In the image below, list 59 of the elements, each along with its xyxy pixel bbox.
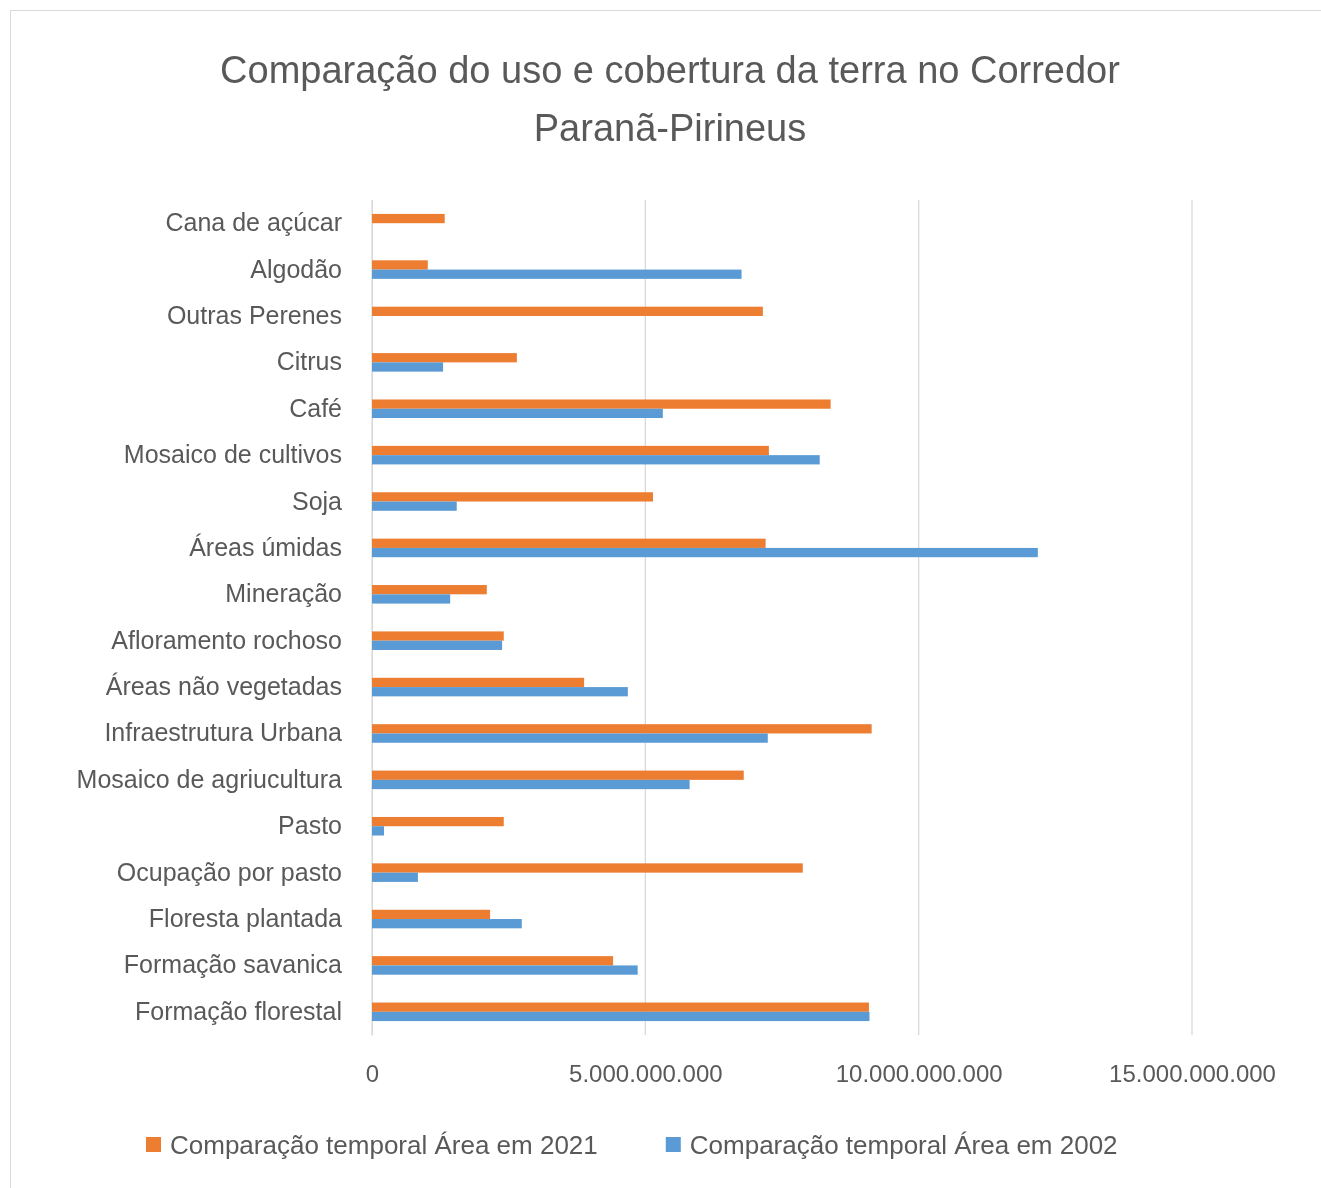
y-tick-label: Soja: [291, 486, 343, 515]
bar: [372, 956, 614, 966]
y-tick-label: Outras Perenes: [166, 300, 342, 329]
y-tick-label: Mosaico de cultivos: [123, 440, 342, 469]
bar: [372, 445, 769, 456]
y-tick-label: Cana de açúcar: [165, 208, 342, 237]
bar: [372, 213, 445, 224]
x-tick-label: 15.000.000.000: [1109, 1060, 1276, 1088]
bar: [372, 1011, 870, 1022]
y-tick-label: Ocupação por pasto: [116, 857, 342, 886]
bar: [372, 872, 418, 882]
bar: [372, 269, 742, 279]
bar: [372, 399, 831, 409]
y-tick-label: Mosaico de agriucultura: [76, 764, 343, 793]
bar: [372, 538, 766, 548]
bar: [372, 585, 487, 595]
bar: [372, 492, 653, 502]
bar: [372, 631, 504, 641]
bar: [372, 353, 517, 363]
legend-label: Comparação temporal Área em 2002: [689, 1130, 1118, 1160]
y-tick-label: Mineração: [225, 579, 342, 608]
bar: [372, 547, 1038, 558]
bar: [372, 1002, 869, 1012]
bar: [372, 594, 451, 604]
y-tick-label: Áreas não vegetadas: [105, 672, 342, 701]
bar: [372, 640, 503, 650]
legend-label: Comparação temporal Área em 2021: [170, 1130, 598, 1160]
bar: [372, 306, 763, 316]
bar: [372, 724, 872, 734]
bar: [372, 909, 491, 920]
bar: [372, 826, 385, 836]
y-tick-label: Afloramento rochoso: [111, 625, 342, 654]
bar: [372, 965, 638, 975]
bar: [372, 408, 663, 419]
y-tick-label: Algodão: [250, 254, 342, 283]
x-tick-label: 10.000.000.000: [835, 1060, 1003, 1088]
bar: [372, 779, 690, 790]
x-tick-label: 5.000.000.000: [569, 1060, 723, 1088]
bar: [372, 770, 744, 780]
bar: [372, 919, 522, 929]
bar: [372, 733, 768, 743]
y-tick-label: Café: [289, 393, 342, 422]
y-tick-label: Áreas úmidas: [189, 532, 342, 561]
bar: [372, 687, 628, 697]
bar: [372, 501, 457, 511]
chart-title: Comparação do uso e cobertura da terra no Corredor Paranã-Pirineus: [220, 49, 1121, 149]
bar: [372, 260, 428, 270]
y-tick-label: Formação florestal: [134, 996, 342, 1025]
bar: [372, 677, 585, 688]
bar: [372, 816, 504, 827]
y-tick-label: Formação savanica: [123, 950, 343, 979]
bar: [372, 863, 803, 873]
y-tick-label: Pasto: [278, 811, 342, 840]
y-tick-label: Citrus: [276, 347, 342, 376]
x-tick-label: 0: [365, 1060, 380, 1088]
y-tick-label: Floresta plantada: [148, 904, 343, 933]
bar: [372, 362, 444, 372]
y-tick-label: Infraestrutura Urbana: [104, 718, 343, 747]
bar: [372, 455, 820, 465]
